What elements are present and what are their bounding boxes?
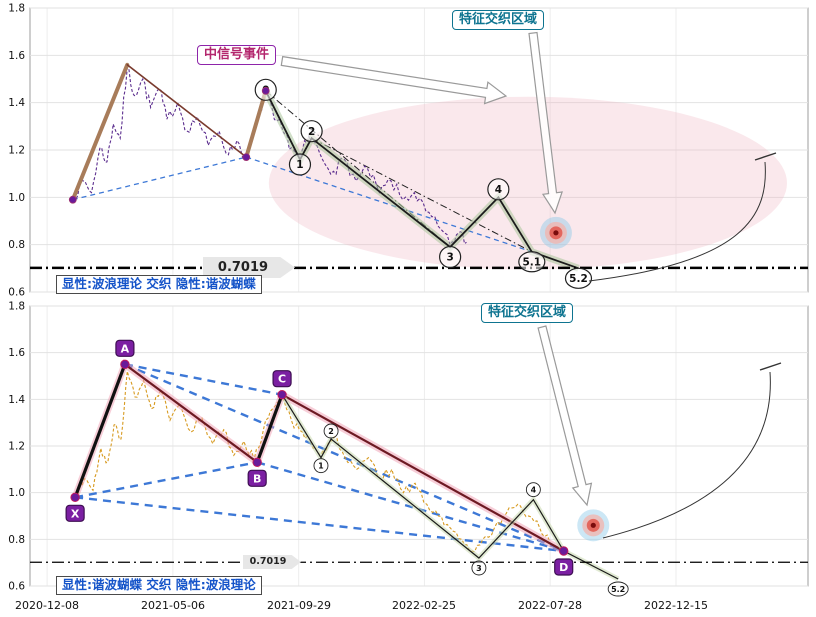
harmonic-vertex-dot	[559, 546, 569, 556]
decorations	[280, 31, 782, 539]
y-axis-label: 1.8	[8, 301, 25, 313]
y-axis-label: 1.2	[8, 441, 25, 453]
impulse-line	[70, 62, 130, 202]
annotation-arrow	[537, 325, 593, 507]
wave-point-marker[interactable]	[607, 581, 629, 597]
harmonic-point-label[interactable]	[65, 504, 85, 522]
wave-point-marker[interactable]	[288, 153, 312, 176]
feature-region-ellipse	[268, 96, 787, 270]
harmonic-impulse-line	[255, 394, 284, 463]
annotation-arrow	[280, 55, 508, 105]
panel-caption-top: 显性:波浪理论 交织 隐性:谐波蝴蝶	[56, 275, 262, 294]
connection-dashed-line	[74, 461, 258, 499]
y-axis-label: 0.6	[8, 581, 25, 593]
panel-caption-bottom: 显性:谐波蝴蝶 交织 隐性:波浪理论	[56, 576, 262, 595]
target-marker[interactable]	[577, 509, 610, 542]
harmonic-vertex-dot	[277, 389, 287, 400]
bottom-panel: 0.6 0.8 1.0 1.2 1.4 1.6 1.8 1 2 3 4 5.2 X A B C D	[8, 301, 809, 597]
x-axis-label: 2021-09-29	[267, 599, 331, 612]
harmonic-point-label[interactable]	[554, 558, 574, 576]
projection-arc-top	[588, 161, 766, 282]
y-axis-label: 1.2	[8, 145, 25, 157]
x-axis-label: 2022-07-28	[518, 599, 582, 612]
wave-point-number: 4	[531, 485, 537, 494]
harmonic-point-letter: D	[559, 561, 568, 574]
wave-point-marker[interactable]	[471, 560, 487, 576]
x-axis-label: 2022-02-25	[392, 599, 456, 612]
y-axis-label: 1.6	[8, 347, 25, 359]
x-axis-label: 2020-12-08	[15, 599, 79, 612]
y-axis-label: 0.6	[8, 287, 25, 299]
hline-value-badge-top: 0.7019	[203, 257, 295, 278]
x-axis-label: 2021-05-06	[141, 599, 205, 612]
wave-point-number: 1	[296, 159, 303, 171]
connection-dashed-line	[256, 461, 565, 553]
arc-end-tick	[759, 362, 782, 371]
projection-arc-bottom	[602, 371, 771, 539]
wave-guide-dashdot-line	[265, 90, 451, 248]
target-marker[interactable]	[539, 216, 572, 249]
wave-point-marker[interactable]	[300, 120, 323, 143]
harmonic-point-letter: C	[278, 373, 286, 386]
y-axis-label: 1.8	[8, 3, 25, 15]
wave-point-marker[interactable]	[525, 482, 541, 498]
annotation-arrow	[528, 31, 563, 215]
harmonic-point-letter: A	[121, 342, 130, 355]
wave-point-number: 3	[476, 564, 482, 573]
y-axis-label: 0.8	[8, 239, 25, 251]
feature-region-label-bottom[interactable]: 特征交织区域	[481, 303, 574, 324]
wave-point-number: 5.2	[569, 273, 588, 285]
wave-point-number: 2	[308, 126, 315, 138]
wave-point-marker[interactable]	[313, 458, 329, 474]
harmonic-vertex-dot	[252, 457, 262, 468]
wave-point-number: 5.1	[523, 256, 542, 268]
wave-point-marker[interactable]	[439, 245, 462, 269]
x-axis-label: 2022-12-15	[644, 599, 708, 612]
pivot-dot	[242, 153, 251, 162]
harmonic-point-label[interactable]	[272, 370, 292, 388]
pivot-dot	[68, 195, 77, 204]
hline-value-badge-bottom: 0.7019	[243, 555, 301, 569]
wave-point-marker[interactable]	[323, 423, 339, 439]
impulse-line	[126, 64, 248, 158]
impulse-line	[244, 88, 268, 160]
y-axis-label: 1.0	[8, 487, 25, 499]
signal-event-label[interactable]: 中信号事件	[197, 45, 277, 66]
top-panel: 0.60.81.01.21.41.61.8012345.15.2	[8, 3, 809, 299]
connection-dashed-line	[72, 156, 247, 201]
connection-dashed-line	[124, 363, 283, 396]
wave-point-marker[interactable]	[518, 251, 546, 273]
harmonic-vertex-dot	[120, 359, 130, 370]
price-line	[74, 371, 551, 553]
harmonic-point-label[interactable]	[247, 469, 267, 487]
y-axis-label: 1.6	[8, 50, 25, 62]
wave-point-number: 5.2	[611, 585, 625, 594]
y-axis-label: 1.4	[8, 97, 25, 109]
y-axis-label: 1.0	[8, 192, 25, 204]
connection-dashed-line	[124, 363, 565, 553]
y-axis-label: 1.4	[8, 394, 25, 406]
harmonic-point-label[interactable]	[115, 339, 135, 357]
wave-point-marker[interactable]	[487, 178, 510, 201]
pivot-dot	[261, 86, 270, 95]
wave-point-number: 1	[318, 461, 324, 470]
arc-end-tick	[754, 152, 777, 161]
y-axis-label: 0.8	[8, 534, 25, 546]
wave-point-number: 2	[328, 427, 334, 436]
harmonic-point-letter: X	[71, 507, 80, 520]
wave-point-number: 3	[446, 252, 453, 264]
wave-point-marker[interactable]	[564, 267, 593, 289]
feature-region-label-top[interactable]: 特征交织区域	[452, 10, 545, 31]
harmonic-impulse-line	[73, 363, 127, 498]
harmonic-point-letter: B	[253, 472, 261, 485]
wave-point-number: 4	[495, 184, 502, 196]
harmonic-vertex-dot	[70, 492, 80, 503]
wave-guide-dashdot-line	[311, 137, 533, 253]
connection-dashed-line	[74, 496, 564, 553]
